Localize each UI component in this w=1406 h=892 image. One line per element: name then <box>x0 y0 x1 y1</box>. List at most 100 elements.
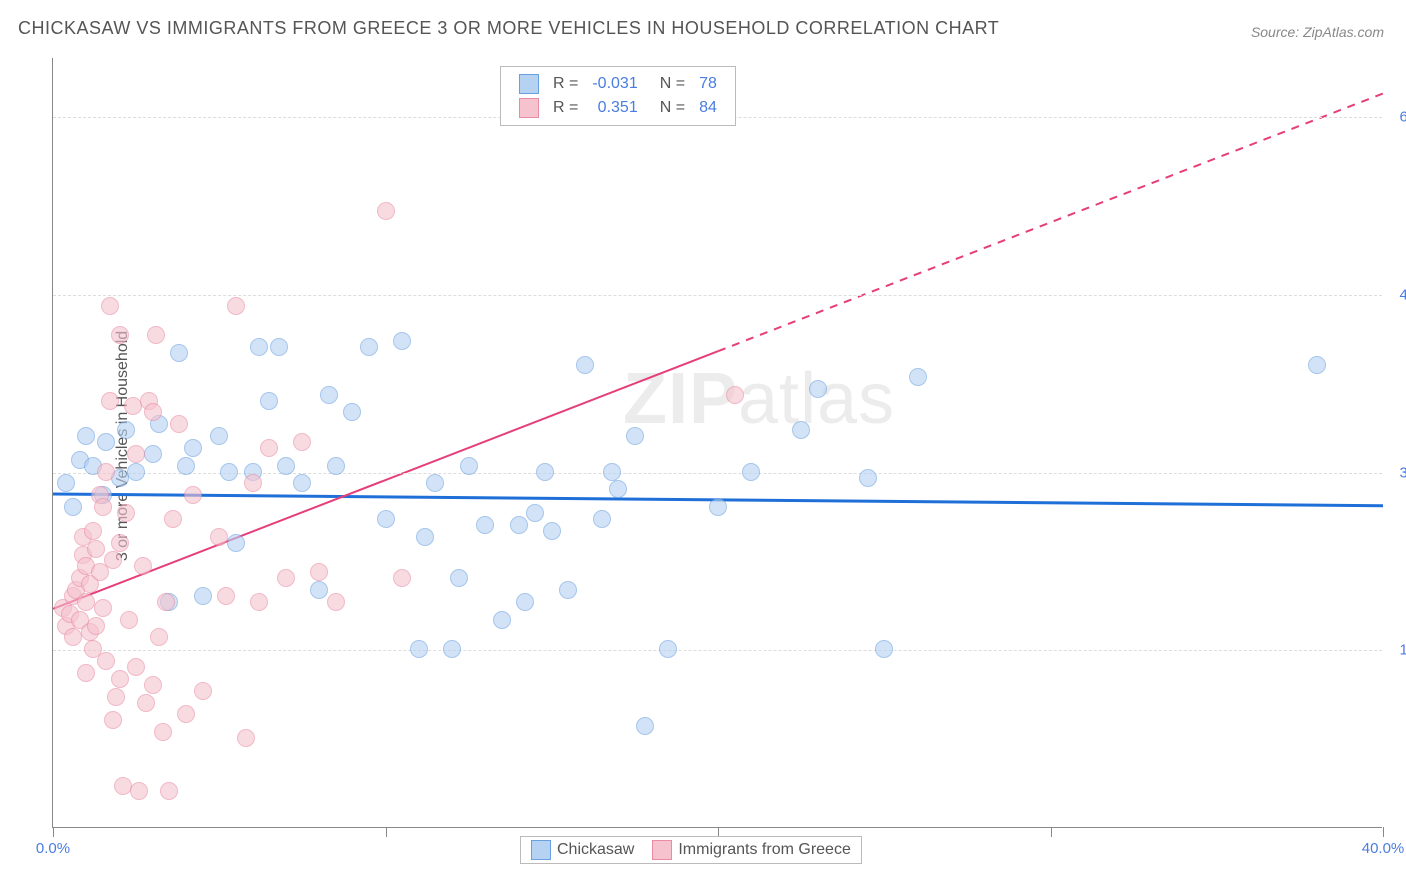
data-point <box>593 510 611 528</box>
chart-title: CHICKASAW VS IMMIGRANTS FROM GREECE 3 OR… <box>18 18 999 39</box>
data-point <box>97 463 115 481</box>
data-point <box>84 522 102 540</box>
data-point <box>510 516 528 534</box>
data-point <box>576 356 594 374</box>
data-point <box>603 463 621 481</box>
data-point <box>64 498 82 516</box>
data-point <box>277 457 295 475</box>
data-point <box>111 534 129 552</box>
data-point <box>170 415 188 433</box>
data-point <box>460 457 478 475</box>
data-point <box>327 593 345 611</box>
y-tick-label: 60.0% <box>1387 109 1406 126</box>
data-point <box>393 569 411 587</box>
data-point <box>127 463 145 481</box>
watermark-bold: ZIP <box>623 359 738 439</box>
data-point <box>293 433 311 451</box>
data-point <box>97 433 115 451</box>
data-point <box>94 498 112 516</box>
data-point <box>516 593 534 611</box>
r-label: R = <box>547 73 584 95</box>
data-point <box>220 463 238 481</box>
data-point <box>107 688 125 706</box>
data-point <box>320 386 338 404</box>
data-point <box>124 397 142 415</box>
data-point <box>77 664 95 682</box>
data-point <box>426 474 444 492</box>
legend-stats-row: R =0.351N =84 <box>513 97 723 119</box>
data-point <box>377 202 395 220</box>
legend-series-label: Immigrants from Greece <box>678 841 850 859</box>
data-point <box>111 326 129 344</box>
data-point <box>160 782 178 800</box>
data-point <box>184 486 202 504</box>
r-value: 0.351 <box>586 97 643 119</box>
data-point <box>493 611 511 629</box>
data-point <box>94 599 112 617</box>
data-point <box>127 658 145 676</box>
data-point <box>210 427 228 445</box>
legend-series-box: Chickasaw Immigrants from Greece <box>520 836 862 864</box>
data-point <box>293 474 311 492</box>
watermark: ZIPatlas <box>623 358 895 440</box>
data-point <box>559 581 577 599</box>
trend-line-dashed <box>718 94 1383 352</box>
data-point <box>327 457 345 475</box>
source-label: Source: ZipAtlas.com <box>1251 24 1384 40</box>
data-point <box>543 522 561 540</box>
legend-stats-box: R =-0.031N =78R =0.351N =84 <box>500 66 736 126</box>
data-point <box>64 628 82 646</box>
data-point <box>87 540 105 558</box>
data-point <box>194 587 212 605</box>
data-point <box>310 581 328 599</box>
n-label: N = <box>646 97 691 119</box>
data-point <box>114 777 132 795</box>
legend-series-item: Immigrants from Greece <box>652 840 850 860</box>
watermark-light: atlas <box>738 359 895 439</box>
data-point <box>709 498 727 516</box>
trend-lines <box>53 58 1382 827</box>
y-tick-label: 15.0% <box>1387 642 1406 659</box>
data-point <box>147 326 165 344</box>
data-point <box>111 670 129 688</box>
data-point <box>164 510 182 528</box>
data-point <box>377 510 395 528</box>
x-tick <box>386 827 387 837</box>
data-point <box>360 338 378 356</box>
data-point <box>177 705 195 723</box>
data-point <box>120 611 138 629</box>
data-point <box>57 474 75 492</box>
data-point <box>127 445 145 463</box>
data-point <box>416 528 434 546</box>
data-point <box>210 528 228 546</box>
legend-swatch <box>519 74 539 94</box>
legend-series-item: Chickasaw <box>531 840 634 860</box>
data-point <box>117 504 135 522</box>
x-tick-label: 0.0% <box>36 840 70 857</box>
data-point <box>476 516 494 534</box>
data-point <box>726 386 744 404</box>
data-point <box>659 640 677 658</box>
data-point <box>1308 356 1326 374</box>
data-point <box>194 682 212 700</box>
legend-series-label: Chickasaw <box>557 841 634 859</box>
scatter-plot: ZIPatlas 15.0%30.0%45.0%60.0%0.0%40.0% <box>52 58 1382 828</box>
legend-swatch <box>652 840 672 860</box>
data-point <box>875 640 893 658</box>
data-point <box>310 563 328 581</box>
data-point <box>104 551 122 569</box>
data-point <box>217 587 235 605</box>
data-point <box>792 421 810 439</box>
data-point <box>150 628 168 646</box>
n-label: N = <box>646 73 691 95</box>
data-point <box>117 421 135 439</box>
data-point <box>536 463 554 481</box>
data-point <box>170 344 188 362</box>
data-point <box>227 534 245 552</box>
data-point <box>277 569 295 587</box>
data-point <box>343 403 361 421</box>
data-point <box>137 694 155 712</box>
gridline <box>53 295 1382 296</box>
data-point <box>742 463 760 481</box>
data-point <box>250 338 268 356</box>
